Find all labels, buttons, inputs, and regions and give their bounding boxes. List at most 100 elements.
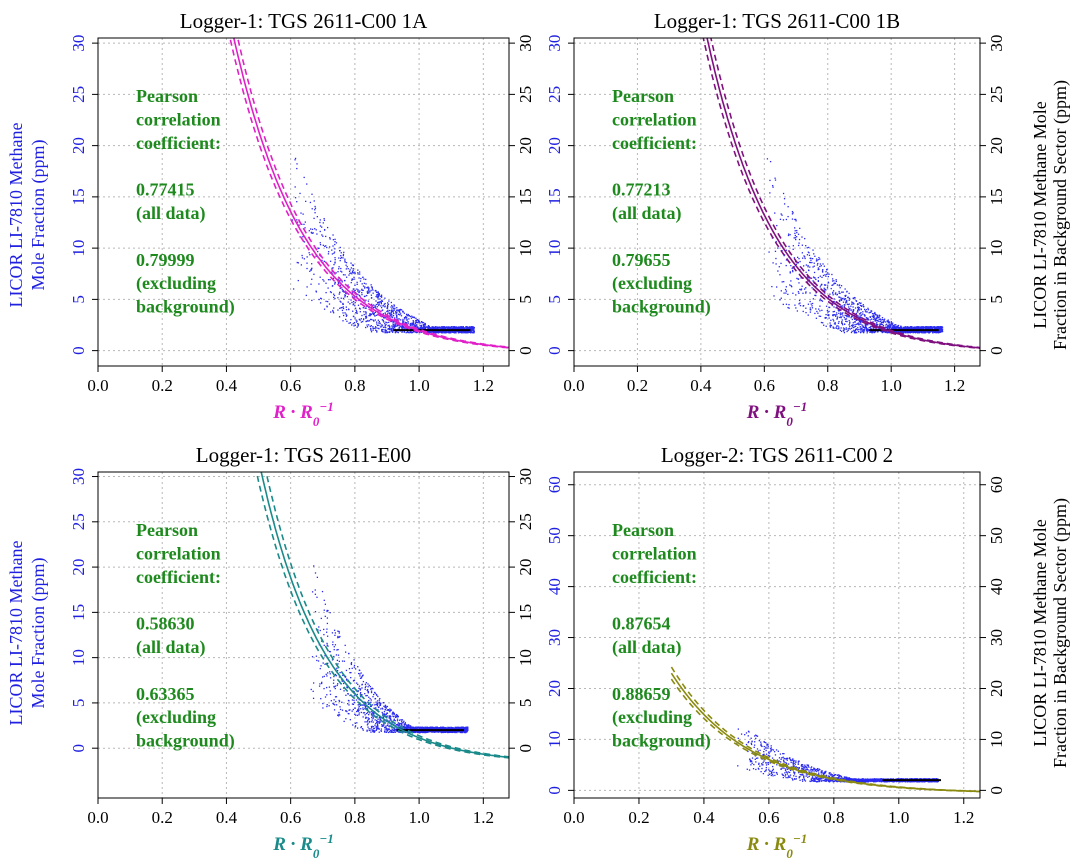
scatter-point (346, 320, 348, 322)
scatter-point (862, 313, 864, 315)
scatter-point (785, 286, 787, 288)
scatter-point (904, 331, 906, 334)
scatter-point (421, 726, 423, 728)
scatter-point (315, 290, 317, 292)
scatter-point (388, 321, 390, 324)
scatter-point (334, 283, 336, 285)
scatter-point (380, 702, 382, 704)
scatter-point (332, 309, 334, 312)
scatter-point (804, 257, 806, 260)
scatter-point (340, 270, 342, 272)
scatter-point (380, 324, 382, 326)
scatter-point (342, 314, 345, 317)
scatter-point (862, 331, 864, 333)
scatter-point (318, 283, 320, 285)
scatter-point (355, 699, 358, 701)
scatter-point (789, 271, 791, 273)
scatter-point (902, 328, 904, 330)
scatter-point (388, 324, 390, 326)
scatter-point (386, 705, 389, 708)
scatter-point (393, 312, 395, 315)
scatter-point (432, 331, 434, 333)
scatter-point (427, 325, 430, 327)
scatter-point (385, 331, 387, 333)
scatter-point (840, 316, 842, 318)
scatter-point (335, 272, 337, 274)
scatter-point (809, 292, 811, 294)
scatter-point (398, 326, 400, 329)
scatter-point (362, 708, 364, 711)
scatter-point (860, 321, 862, 323)
x-tick-label: 1.2 (473, 376, 494, 395)
scatter-point (869, 326, 871, 328)
scatter-point (412, 322, 414, 325)
scatter-point (376, 301, 379, 304)
scatter-point (443, 726, 445, 729)
scatter-point (460, 331, 463, 334)
scatter-point (851, 325, 854, 327)
scatter-point (376, 704, 378, 706)
y-tick-label-right: 5 (987, 295, 1006, 304)
scatter-point (366, 721, 369, 723)
scatter-point (297, 279, 299, 282)
scatter-point (927, 331, 930, 334)
scatter-point (338, 714, 341, 716)
scatter-point (431, 327, 433, 329)
scatter-point (378, 324, 380, 326)
scatter-point (866, 329, 868, 331)
scatter-point (931, 326, 933, 328)
scatter-point (311, 228, 314, 231)
scatter-point (840, 313, 842, 315)
scatter-point (836, 294, 838, 296)
scatter-point (401, 328, 403, 330)
scatter-point (323, 219, 326, 222)
scatter-point (374, 704, 376, 706)
scatter-point (375, 329, 377, 331)
scatter-point (356, 709, 359, 712)
scatter-point (353, 325, 355, 327)
scatter-point (406, 331, 409, 333)
scatter-point (418, 320, 420, 322)
chart-title: Logger-1: TGS 2611-C00 1B (654, 9, 900, 33)
scatter-point (780, 297, 782, 299)
scatter-point (408, 315, 411, 317)
scatter-point (305, 200, 307, 203)
scatter-point (351, 278, 353, 280)
scatter-point (463, 331, 466, 333)
scatter-point (860, 312, 862, 314)
scatter-point (862, 326, 865, 329)
left-ylabel-top-line1: LICOR LI-7810 Methane (6, 123, 26, 308)
scatter-point (837, 322, 840, 324)
scatter-point (809, 261, 812, 264)
scatter-point (357, 293, 359, 296)
scatter-point (361, 293, 363, 296)
scatter-point (877, 330, 879, 333)
scatter-point (349, 322, 351, 324)
scatter-point (327, 609, 329, 612)
scatter-point (843, 298, 845, 301)
scatter-point (333, 629, 336, 631)
scatter-point (445, 331, 447, 333)
scatter-point (384, 332, 386, 334)
scatter-point (372, 688, 374, 690)
scatter-point (471, 331, 473, 334)
scatter-point (795, 307, 797, 309)
scatter-point (332, 312, 335, 314)
scatter-point (887, 331, 889, 333)
scatter-point (319, 225, 322, 227)
scatter-point (375, 693, 378, 696)
scatter-point (833, 301, 835, 303)
scatter-point (311, 263, 313, 265)
scatter-point (341, 306, 343, 309)
scatter-point (856, 306, 859, 309)
scatter-point (794, 227, 796, 229)
scatter-point (354, 324, 356, 326)
scatter-point (848, 292, 850, 295)
scatter-point (393, 305, 396, 307)
scatter-point (350, 267, 353, 269)
scatter-point (296, 201, 298, 203)
scatter-point (315, 229, 317, 231)
scatter-point (338, 636, 340, 638)
scatter-point (841, 324, 844, 326)
scatter-point (793, 266, 795, 268)
